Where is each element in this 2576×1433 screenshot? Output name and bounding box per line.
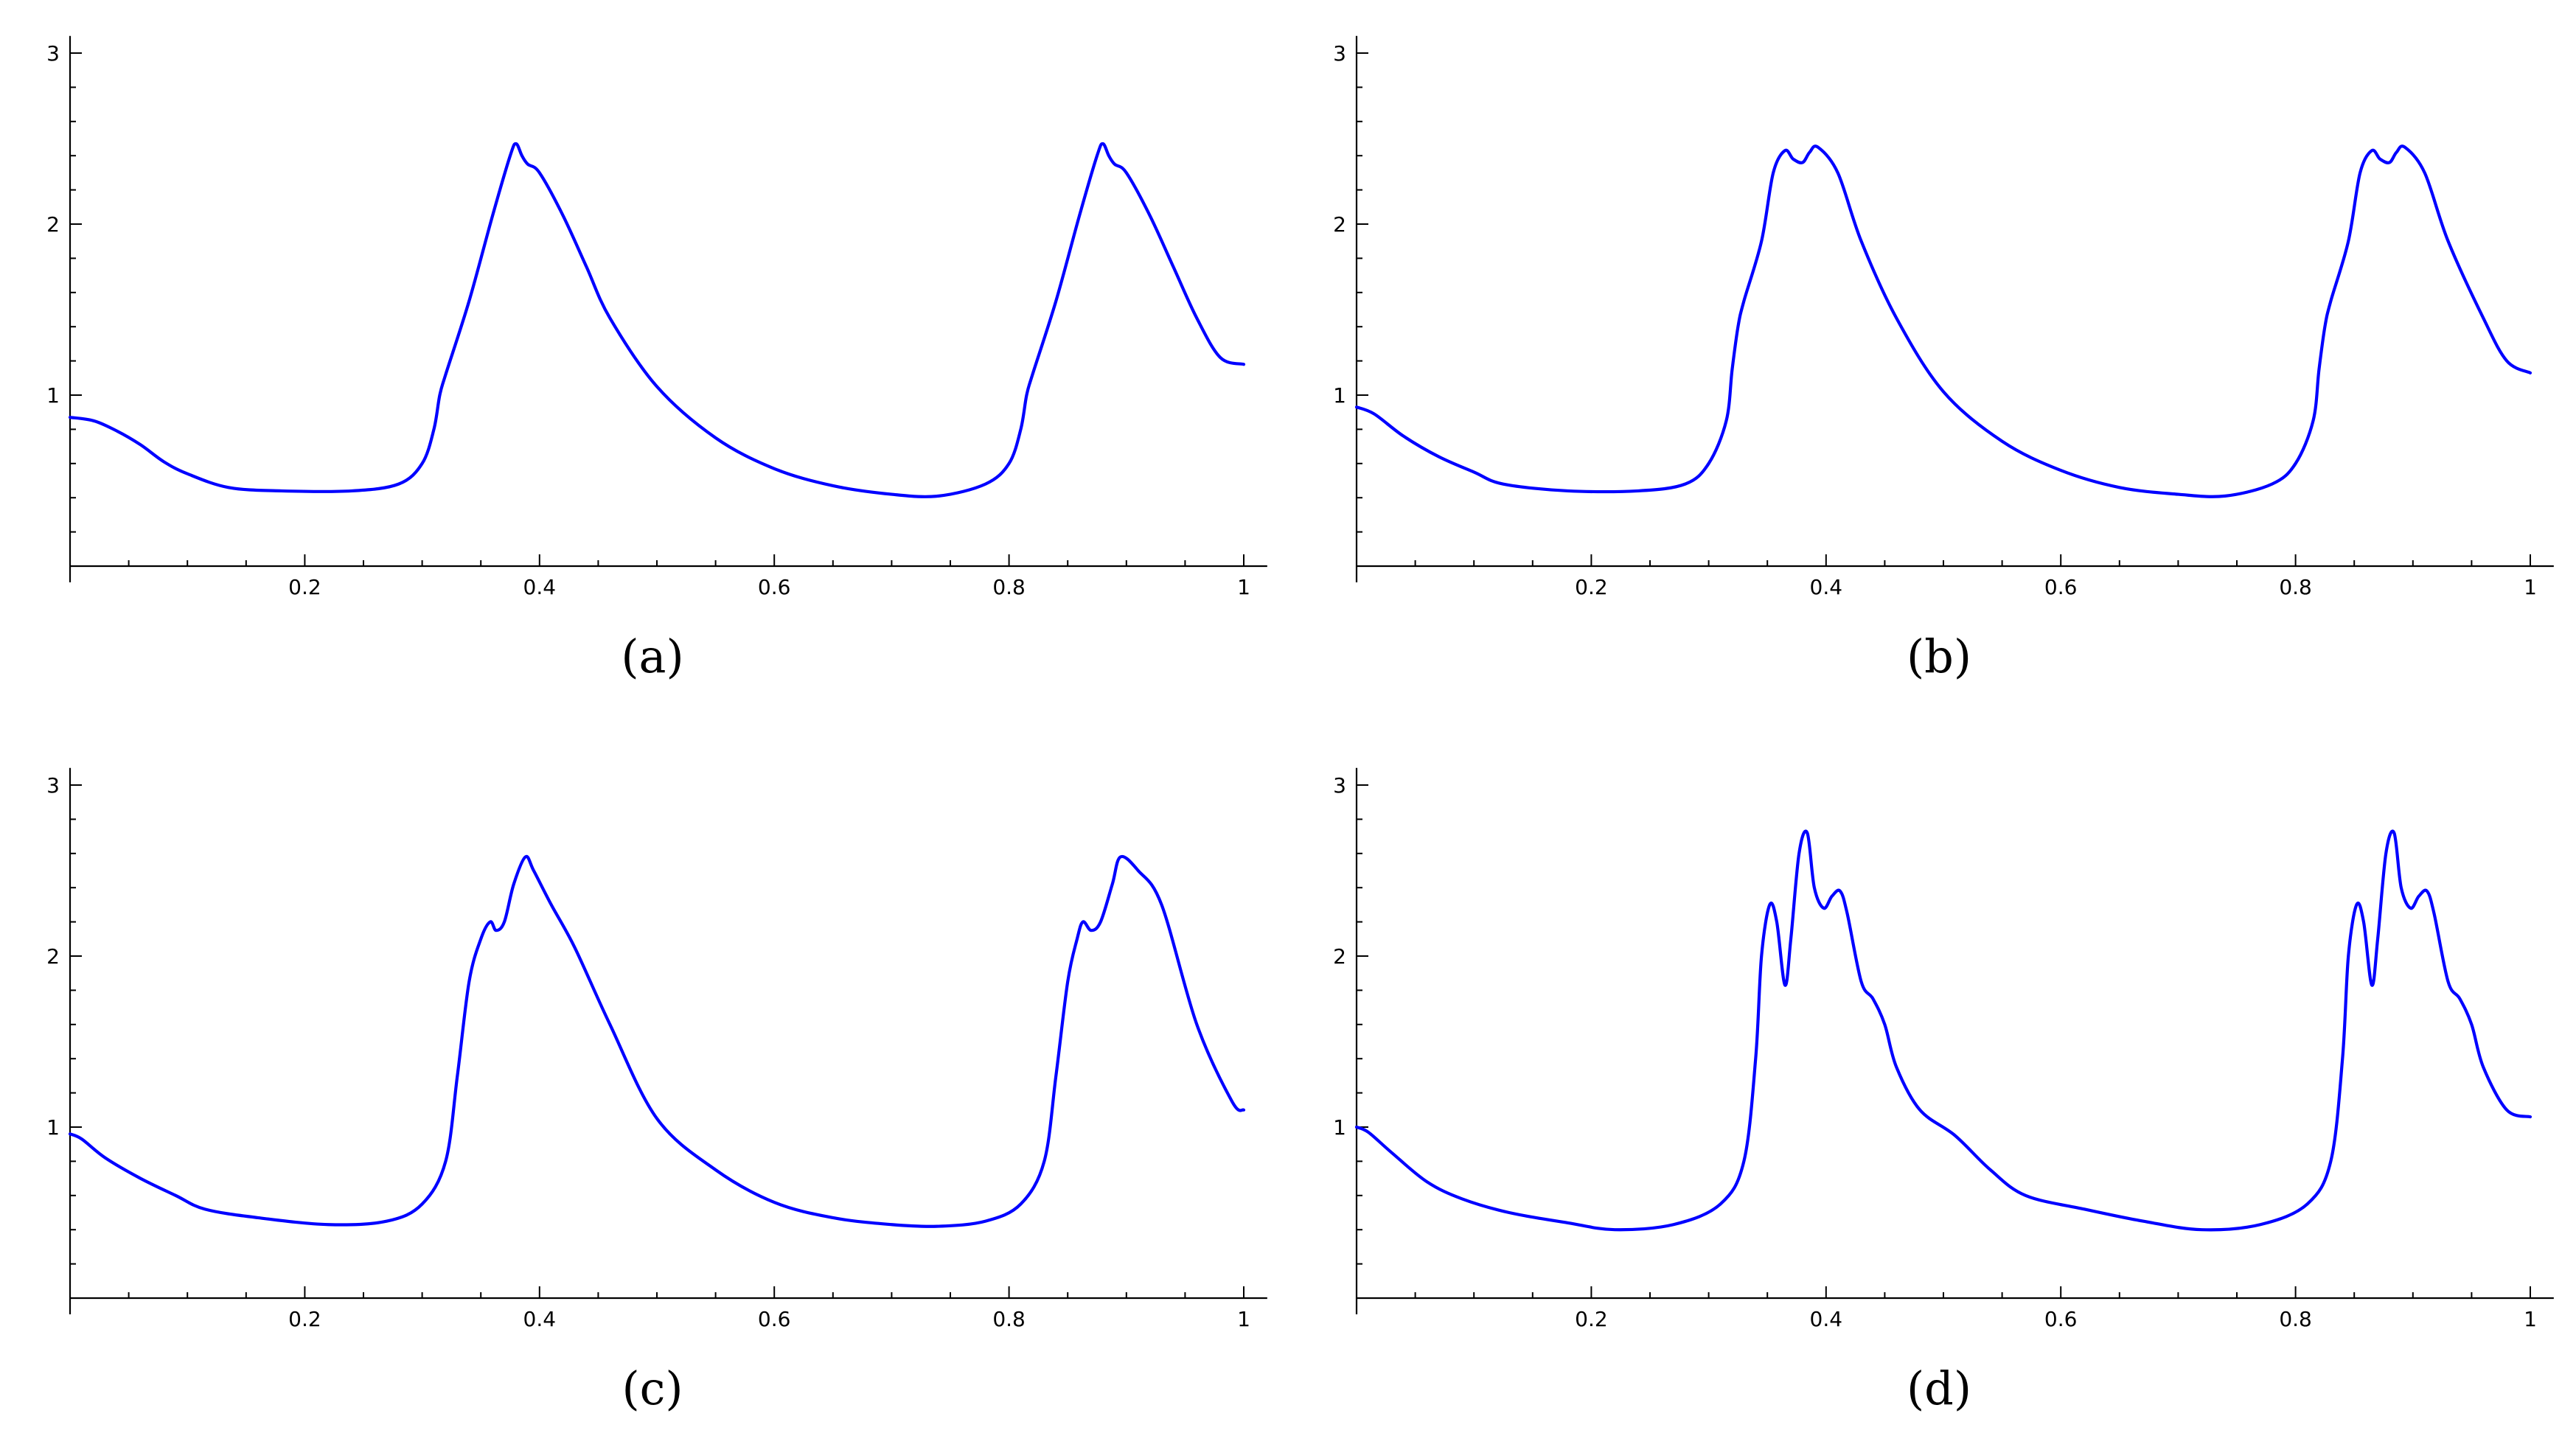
- panel-d: 0.2 0.4 0.6 0.8 1 1 2 3: [1333, 767, 2554, 1331]
- caption-b: (b): [1907, 630, 1971, 683]
- y-tick-label: 2: [46, 944, 60, 969]
- y-tick-label: 2: [46, 212, 60, 237]
- panel-a: 0.2 0.4 0.6 0.8 1 1 2 3: [46, 35, 1267, 599]
- x-tick-label: 0.2: [288, 1307, 321, 1331]
- x-tick-label: 0.2: [1575, 1307, 1608, 1331]
- series-line: [1354, 829, 2533, 1232]
- y-tick-label: 1: [46, 1115, 60, 1140]
- x-tick-label: 0.4: [1810, 1307, 1843, 1331]
- y-tick-label: 2: [1333, 212, 1346, 237]
- series-line: [68, 142, 1246, 498]
- x-tick-label: 0.8: [992, 575, 1026, 599]
- x-tick-label: 0.8: [2279, 1307, 2312, 1331]
- x-tick-label: 1: [2524, 575, 2537, 599]
- x-tick-label: 0.6: [758, 1307, 791, 1331]
- x-tick-label: 0.2: [1575, 575, 1608, 599]
- y-tick-label: 1: [46, 383, 60, 408]
- x-tick-label: 1: [2524, 1307, 2537, 1331]
- y-tick-label: 1: [1333, 383, 1346, 408]
- x-tick-label: 0.6: [2044, 575, 2078, 599]
- x-tick-label: 0.8: [992, 1307, 1026, 1331]
- panel-c: 0.2 0.4 0.6 0.8 1 1 2 3: [46, 767, 1267, 1331]
- series-line: [1354, 144, 2533, 498]
- y-tick-label: 3: [1333, 41, 1346, 66]
- y-tick-label: 1: [1333, 1115, 1346, 1140]
- caption-a: (a): [621, 630, 683, 683]
- series-line: [68, 854, 1246, 1228]
- x-tick-label: 0.4: [523, 1307, 557, 1331]
- x-tick-label: 0.4: [523, 575, 557, 599]
- x-tick-label: 0.6: [2044, 1307, 2078, 1331]
- x-tick-label: 1: [1237, 1307, 1250, 1331]
- x-tick-label: 0.8: [2279, 575, 2312, 599]
- y-tick-label: 3: [46, 41, 60, 66]
- x-tick-label: 0.4: [1810, 575, 1843, 599]
- panel-b: 0.2 0.4 0.6 0.8 1 1 2 3: [1333, 35, 2554, 599]
- x-tick-label: 1: [1237, 575, 1250, 599]
- y-tick-label: 2: [1333, 944, 1346, 969]
- y-tick-label: 3: [46, 773, 60, 798]
- y-tick-label: 3: [1333, 773, 1346, 798]
- caption-c: (c): [622, 1361, 683, 1415]
- x-tick-label: 0.2: [288, 575, 321, 599]
- caption-d: (d): [1907, 1361, 1971, 1415]
- x-tick-label: 0.6: [758, 575, 791, 599]
